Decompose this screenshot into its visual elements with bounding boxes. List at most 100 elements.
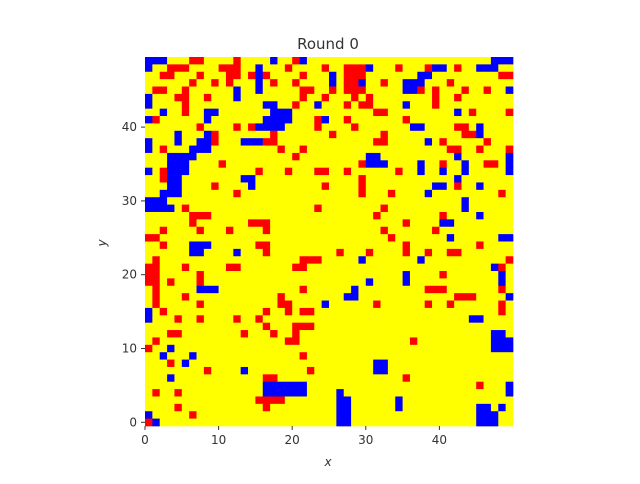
heatmap-cell-x6-y41 — [189, 116, 197, 124]
heatmap-cell-x14-y43 — [248, 101, 256, 110]
heatmap-cell-x23-y20 — [314, 271, 322, 279]
heatmap-cell-x29-y36 — [358, 152, 367, 161]
heatmap-cell-x7-y40 — [196, 123, 205, 132]
heatmap-cell-x22-y22 — [306, 256, 315, 264]
heatmap-cell-x13-y40 — [240, 123, 249, 132]
heatmap-cell-x42-y48 — [454, 64, 462, 73]
heatmap-cell-x25-y33 — [329, 175, 337, 183]
heatmap-cell-x16-y45 — [262, 86, 271, 95]
heatmap-cell-x8-y11 — [203, 337, 212, 346]
heatmap-cell-x29-y24 — [358, 241, 367, 250]
heatmap-cell-x20-y13 — [292, 322, 300, 331]
heatmap-cell-x30-y18 — [365, 285, 374, 294]
heatmap-cell-x11-y12 — [225, 330, 234, 338]
heatmap-cell-x34-y33 — [395, 175, 403, 183]
heatmap-cell-x16-y15 — [262, 307, 271, 316]
heatmap-cell-x25-y11 — [329, 337, 337, 346]
heatmap-cell-x18-y15 — [277, 307, 286, 316]
heatmap-cell-x4-y8 — [174, 359, 183, 368]
heatmap-cell-x29-y7 — [358, 366, 367, 375]
heatmap-cell-x3-y14 — [167, 315, 175, 324]
heatmap-cell-x30-y47 — [365, 71, 374, 80]
heatmap-cell-x18-y20 — [277, 271, 286, 279]
heatmap-cell-x13-y38 — [240, 138, 249, 146]
heatmap-cell-x2-y4 — [159, 389, 168, 397]
heatmap-cell-x15-y30 — [255, 197, 264, 205]
heatmap-cell-x4-y24 — [174, 241, 183, 250]
heatmap-cell-x28-y33 — [351, 175, 359, 183]
heatmap-cell-x6-y25 — [189, 234, 197, 242]
heatmap-cell-x47-y43 — [490, 101, 499, 110]
heatmap-cell-x11-y37 — [225, 145, 234, 154]
heatmap-cell-x27-y1 — [343, 411, 352, 419]
heatmap-cell-x39-y36 — [432, 152, 440, 161]
heatmap-cell-x1-y25 — [152, 234, 161, 242]
heatmap-cell-x16-y21 — [262, 263, 271, 272]
heatmap-cell-x28-y42 — [351, 108, 359, 117]
heatmap-cell-x37-y6 — [417, 374, 426, 383]
heatmap-cell-x17-y18 — [270, 285, 278, 294]
heatmap-cell-x37-y34 — [417, 167, 426, 176]
heatmap-cell-x48-y25 — [498, 234, 506, 242]
heatmap-cell-x25-y13 — [329, 322, 337, 331]
heatmap-cell-x43-y21 — [461, 263, 470, 272]
heatmap-cell-x24-y17 — [321, 293, 330, 301]
heatmap-cell-x27-y42 — [343, 108, 352, 117]
heatmap-cell-x10-y5 — [218, 381, 227, 390]
heatmap-cell-x28-y14 — [351, 315, 359, 324]
heatmap-cell-x49-y24 — [505, 241, 514, 250]
heatmap-cell-x41-y27 — [446, 219, 455, 228]
heatmap-cell-x7-y35 — [196, 160, 205, 169]
heatmap-cell-x42-y42 — [454, 108, 462, 117]
heatmap-cell-x26-y43 — [336, 101, 345, 110]
heatmap-cell-x33-y9 — [387, 352, 396, 360]
heatmap-cell-x2-y43 — [159, 101, 168, 110]
heatmap-cell-x4-y28 — [174, 211, 183, 220]
heatmap-cell-x46-y45 — [483, 86, 492, 95]
heatmap-cell-x33-y17 — [387, 293, 396, 301]
heatmap-cell-x29-y9 — [358, 352, 367, 360]
heatmap-cell-x19-y4 — [284, 389, 293, 397]
heatmap-cell-x40-y44 — [439, 93, 448, 102]
heatmap-cell-x14-y12 — [248, 330, 256, 338]
heatmap-cell-x18-y12 — [277, 330, 286, 338]
heatmap-cell-x39-y11 — [432, 337, 440, 346]
heatmap-cell-x12-y23 — [233, 248, 242, 257]
heatmap-cell-x25-y40 — [329, 123, 337, 132]
heatmap-cell-x1-y39 — [152, 130, 161, 139]
heatmap-cell-x42-y27 — [454, 219, 462, 228]
heatmap-cell-x25-y23 — [329, 248, 337, 257]
heatmap-cell-x14-y19 — [248, 278, 256, 287]
heatmap-cell-x12-y31 — [233, 189, 242, 198]
heatmap-cell-x1-y27 — [152, 219, 161, 228]
heatmap-cell-x48-y18 — [498, 285, 506, 294]
heatmap-cell-x4-y34 — [174, 167, 183, 176]
heatmap-cell-x27-y3 — [343, 396, 352, 405]
heatmap-cell-x37-y15 — [417, 307, 426, 316]
heatmap-cell-x36-y43 — [409, 101, 418, 110]
heatmap-cell-x6-y48 — [189, 64, 197, 73]
heatmap-cell-x34-y6 — [395, 374, 403, 383]
heatmap-cell-x0-y11 — [145, 337, 153, 346]
heatmap-cell-x6-y38 — [189, 138, 197, 146]
heatmap-cell-x9-y20 — [211, 271, 219, 279]
heatmap-cell-x16-y10 — [262, 344, 271, 353]
heatmap-cell-x47-y42 — [490, 108, 499, 117]
heatmap-cell-x46-y13 — [483, 322, 492, 331]
heatmap-cell-x21-y34 — [299, 167, 308, 176]
heatmap-cell-x7-y34 — [196, 167, 205, 176]
heatmap-cell-x37-y38 — [417, 138, 426, 146]
heatmap-cell-x6-y39 — [189, 130, 197, 139]
heatmap-cell-x22-y42 — [306, 108, 315, 117]
heatmap-cell-x34-y23 — [395, 248, 403, 257]
heatmap-cell-x44-y9 — [468, 352, 477, 360]
heatmap-cell-x43-y19 — [461, 278, 470, 287]
heatmap-cell-x39-y2 — [432, 403, 440, 412]
heatmap-cell-x21-y48 — [299, 64, 308, 73]
heatmap-cell-x26-y16 — [336, 300, 345, 309]
heatmap-cell-x31-y28 — [373, 211, 381, 220]
heatmap-cell-x46-y14 — [483, 315, 492, 324]
heatmap-cell-x2-y45 — [159, 86, 168, 95]
heatmap-cell-x47-y27 — [490, 219, 499, 228]
heatmap-cell-x4-y9 — [174, 352, 183, 360]
